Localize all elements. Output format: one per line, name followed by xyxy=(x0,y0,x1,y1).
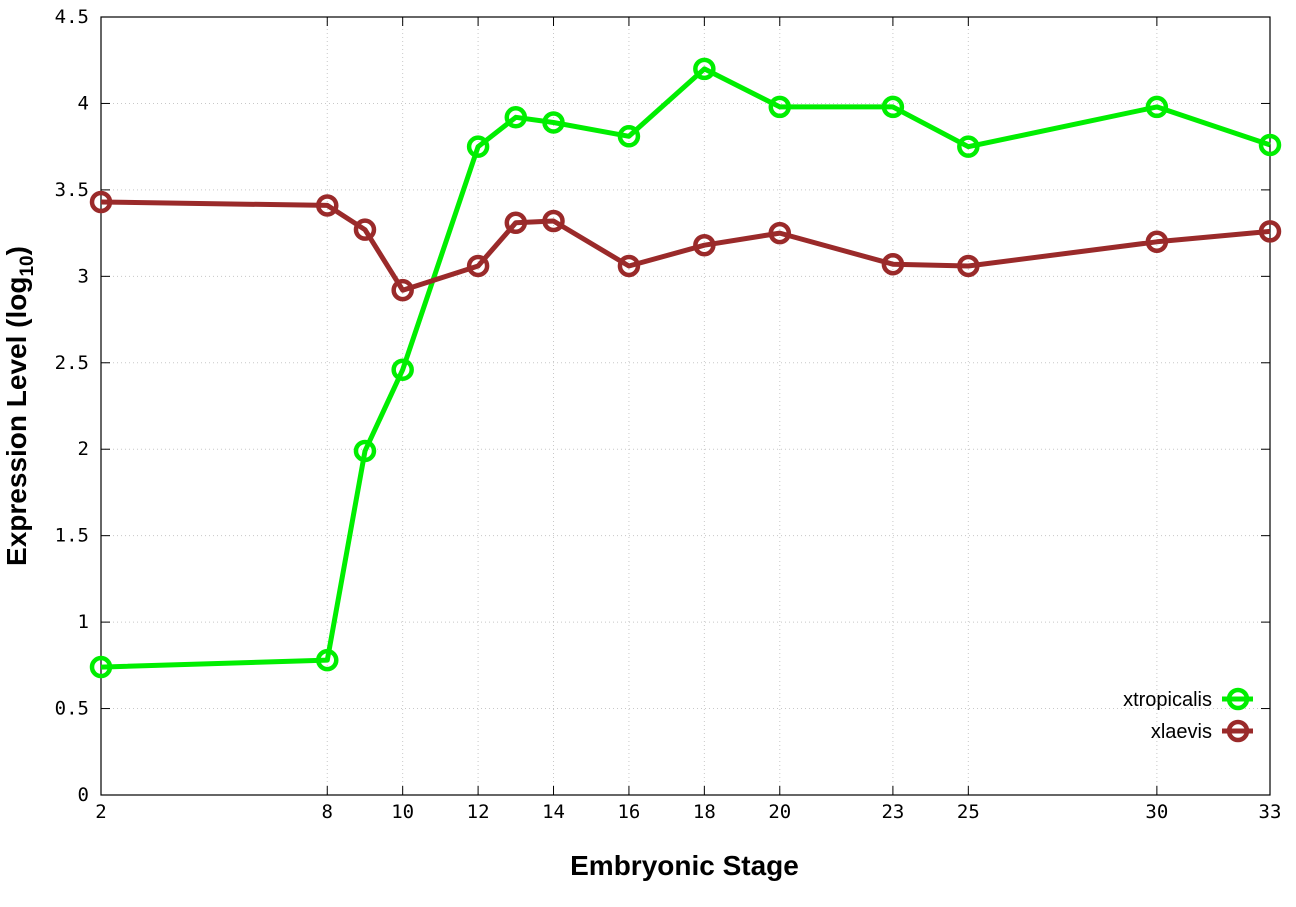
data-point xyxy=(881,252,905,276)
y-tick-label: 3.5 xyxy=(55,179,89,201)
legend-label: xtropicalis xyxy=(1123,689,1212,711)
y-axis-title-subscript: 10 xyxy=(17,255,38,276)
data-point xyxy=(504,211,528,234)
series-xtropicalis xyxy=(89,57,1282,679)
x-tick-label: 10 xyxy=(391,801,414,823)
y-tick-label: 1.5 xyxy=(55,525,89,547)
series xyxy=(89,57,1282,679)
data-point xyxy=(391,358,414,381)
y-tick-label: 2.5 xyxy=(55,352,89,374)
x-tick-label: 16 xyxy=(617,801,640,823)
x-tick-label: 30 xyxy=(1145,801,1168,823)
data-point xyxy=(768,221,792,245)
data-point xyxy=(881,95,905,119)
y-tick-label: 0 xyxy=(78,784,89,806)
data-point xyxy=(693,57,716,81)
legend-marker xyxy=(1226,687,1250,711)
data-point xyxy=(768,95,792,119)
data-point xyxy=(617,125,641,148)
data-point xyxy=(89,190,113,214)
data-point xyxy=(89,655,113,679)
data-point xyxy=(466,254,490,278)
x-axis-title: Embryonic Stage xyxy=(570,850,799,881)
series-line-xlaevis xyxy=(100,199,1271,293)
x-tick-label: 20 xyxy=(768,801,791,823)
data-point xyxy=(504,106,528,129)
plot-frame xyxy=(100,16,1271,796)
data-point xyxy=(353,439,377,463)
x-tick-label: 2 xyxy=(95,801,106,823)
grid xyxy=(101,17,1270,795)
y-tick-label: 3 xyxy=(78,265,89,287)
legend: xtropicalis xlaevis xyxy=(1123,687,1253,743)
data-point xyxy=(542,111,565,134)
data-point xyxy=(957,254,980,278)
data-point xyxy=(316,194,339,217)
x-tick-label: 33 xyxy=(1259,801,1282,823)
x-tick-label: 14 xyxy=(542,801,565,823)
x-tick-label: 23 xyxy=(881,801,904,823)
x-tick-label: 18 xyxy=(693,801,716,823)
legend-label: xlaevis xyxy=(1151,721,1212,743)
data-point xyxy=(693,233,716,257)
y-tick-label: 1 xyxy=(78,611,89,633)
data-point xyxy=(617,254,641,278)
x-tick-label: 12 xyxy=(467,801,490,823)
data-point xyxy=(1258,133,1282,157)
y-tick-label: 4 xyxy=(78,92,89,114)
legend-item-xlaevis: xlaevis xyxy=(1151,719,1253,743)
legend-item-xtropicalis: xtropicalis xyxy=(1123,687,1253,711)
data-point xyxy=(957,135,980,158)
y-tick-label: 2 xyxy=(78,438,89,460)
data-point xyxy=(316,648,339,672)
y-tick-label: 4.5 xyxy=(55,6,89,28)
x-tick-label: 8 xyxy=(322,801,333,823)
legend-marker xyxy=(1226,719,1250,743)
series-xlaevis xyxy=(89,190,1282,302)
y-tick-label: 0.5 xyxy=(55,698,89,720)
y-axis-title-main: Expression Level (log xyxy=(1,277,32,566)
x-tick-label: 25 xyxy=(957,801,980,823)
data-point xyxy=(1258,220,1282,243)
data-point xyxy=(1145,95,1169,119)
y-axis-title: Expression Level (log10) xyxy=(1,246,38,566)
axis-ticks: 0 0.5 1 1.5 2 2.5 3 3.5 4 4.5 2 8 10 12 14 16 18 20 23 25 30… xyxy=(55,6,1282,823)
data-point xyxy=(542,209,565,233)
data-point xyxy=(353,218,377,241)
series-line-xtropicalis xyxy=(100,66,1271,670)
data-point xyxy=(1145,230,1169,254)
y-axis-title-close: ) xyxy=(1,246,32,255)
data-point xyxy=(391,278,414,302)
data-point xyxy=(466,135,490,158)
